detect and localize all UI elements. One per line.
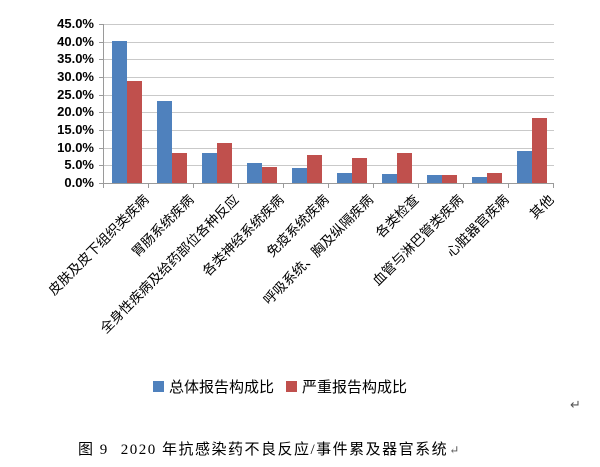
bar-series2 [126, 80, 142, 183]
bar-series2 [171, 152, 187, 183]
gridline [104, 24, 554, 25]
y-tick-label: 10.0% [57, 139, 94, 155]
x-axis-tick [553, 184, 554, 188]
bar-chart: 0.0% 5.0% 10.0% 15.0% 20.0% 25.0% 30.0% 35.0% 40… [0, 16, 560, 396]
x-axis-tick [508, 184, 509, 188]
y-tick-label: 25.0% [57, 86, 94, 102]
x-axis-tick [238, 184, 239, 188]
figure-caption: 图 9 2020 年抗感染药不良反应/事件累及器官系统↵ [78, 438, 459, 459]
bar-series2 [351, 157, 367, 183]
x-axis-tick [283, 184, 284, 188]
gridline [104, 165, 554, 167]
gridline [104, 112, 554, 114]
bar-series1 [381, 174, 397, 183]
caption-return-mark: ↵ [449, 443, 460, 457]
bar-series2 [396, 152, 412, 183]
x-axis-tick [148, 184, 149, 188]
legend-item: 严重报告构成比 [286, 376, 407, 397]
y-axis-tick [99, 183, 103, 184]
y-axis-tick [99, 130, 103, 131]
y-axis-tick [99, 147, 103, 149]
bar-series1 [516, 150, 532, 183]
legend-label: 严重报告构成比 [302, 378, 408, 396]
y-tick-label: 20.0% [57, 104, 94, 120]
bar-series1 [156, 101, 172, 183]
y-tick-label: 15.0% [57, 122, 94, 137]
legend-item: 总体报告构成比 [152, 376, 274, 397]
bar-series1 [291, 168, 307, 183]
gridline [104, 94, 554, 96]
x-category-label: 各类神经系统疾病 [199, 192, 287, 279]
y-tick-label: 45.0% [57, 16, 94, 31]
y-tick-label: 0.0% [64, 175, 94, 190]
y-axis-tick [99, 59, 103, 61]
bar-series1 [111, 40, 127, 183]
bar-series1 [201, 152, 217, 183]
legend-swatch [152, 380, 164, 392]
y-axis-tick [99, 165, 103, 167]
legend-label: 总体报告构成比 [168, 378, 274, 396]
bar-series1 [471, 176, 487, 183]
gridline [104, 147, 554, 149]
y-tick-label: 40.0% [57, 33, 94, 49]
y-tick-label: 5.0% [64, 157, 94, 173]
x-axis-tick [418, 184, 419, 188]
x-axis-tick [193, 184, 194, 188]
x-axis-tick [373, 184, 374, 188]
x-axis-tick [463, 184, 464, 188]
gridline [104, 130, 554, 131]
figure-label: 图 9 [78, 442, 109, 458]
y-axis-tick [99, 41, 103, 43]
x-axis-tick [328, 184, 329, 188]
x-category-label: 其他 [526, 192, 557, 222]
y-axis-tick [99, 24, 103, 25]
chart-legend: 总体报告构成比 严重报告构成比 [0, 376, 560, 396]
gridline [104, 59, 554, 61]
gridline [104, 41, 554, 43]
bar-series2 [486, 172, 502, 183]
bar-series2 [306, 155, 322, 183]
bar-series1 [336, 172, 352, 183]
y-axis-tick [99, 94, 103, 96]
y-axis-tick [99, 112, 103, 114]
y-tick-label: 30.0% [57, 69, 94, 84]
bar-series2 [216, 143, 232, 183]
bar-series2 [261, 167, 277, 183]
bar-series2 [441, 175, 457, 183]
gridline [104, 77, 554, 78]
paragraph-return-mark: ↵ [570, 398, 581, 413]
plot-area [103, 24, 554, 184]
legend-swatch [286, 380, 297, 392]
figure-title: 2020 年抗感染药不良反应/事件累及器官系统 [120, 442, 449, 458]
bar-series1 [426, 175, 442, 183]
x-axis-tick [103, 184, 104, 188]
y-tick-label: 35.0% [57, 51, 94, 67]
bar-series1 [246, 163, 262, 183]
bar-series2 [531, 117, 547, 183]
y-axis-tick [99, 77, 103, 78]
